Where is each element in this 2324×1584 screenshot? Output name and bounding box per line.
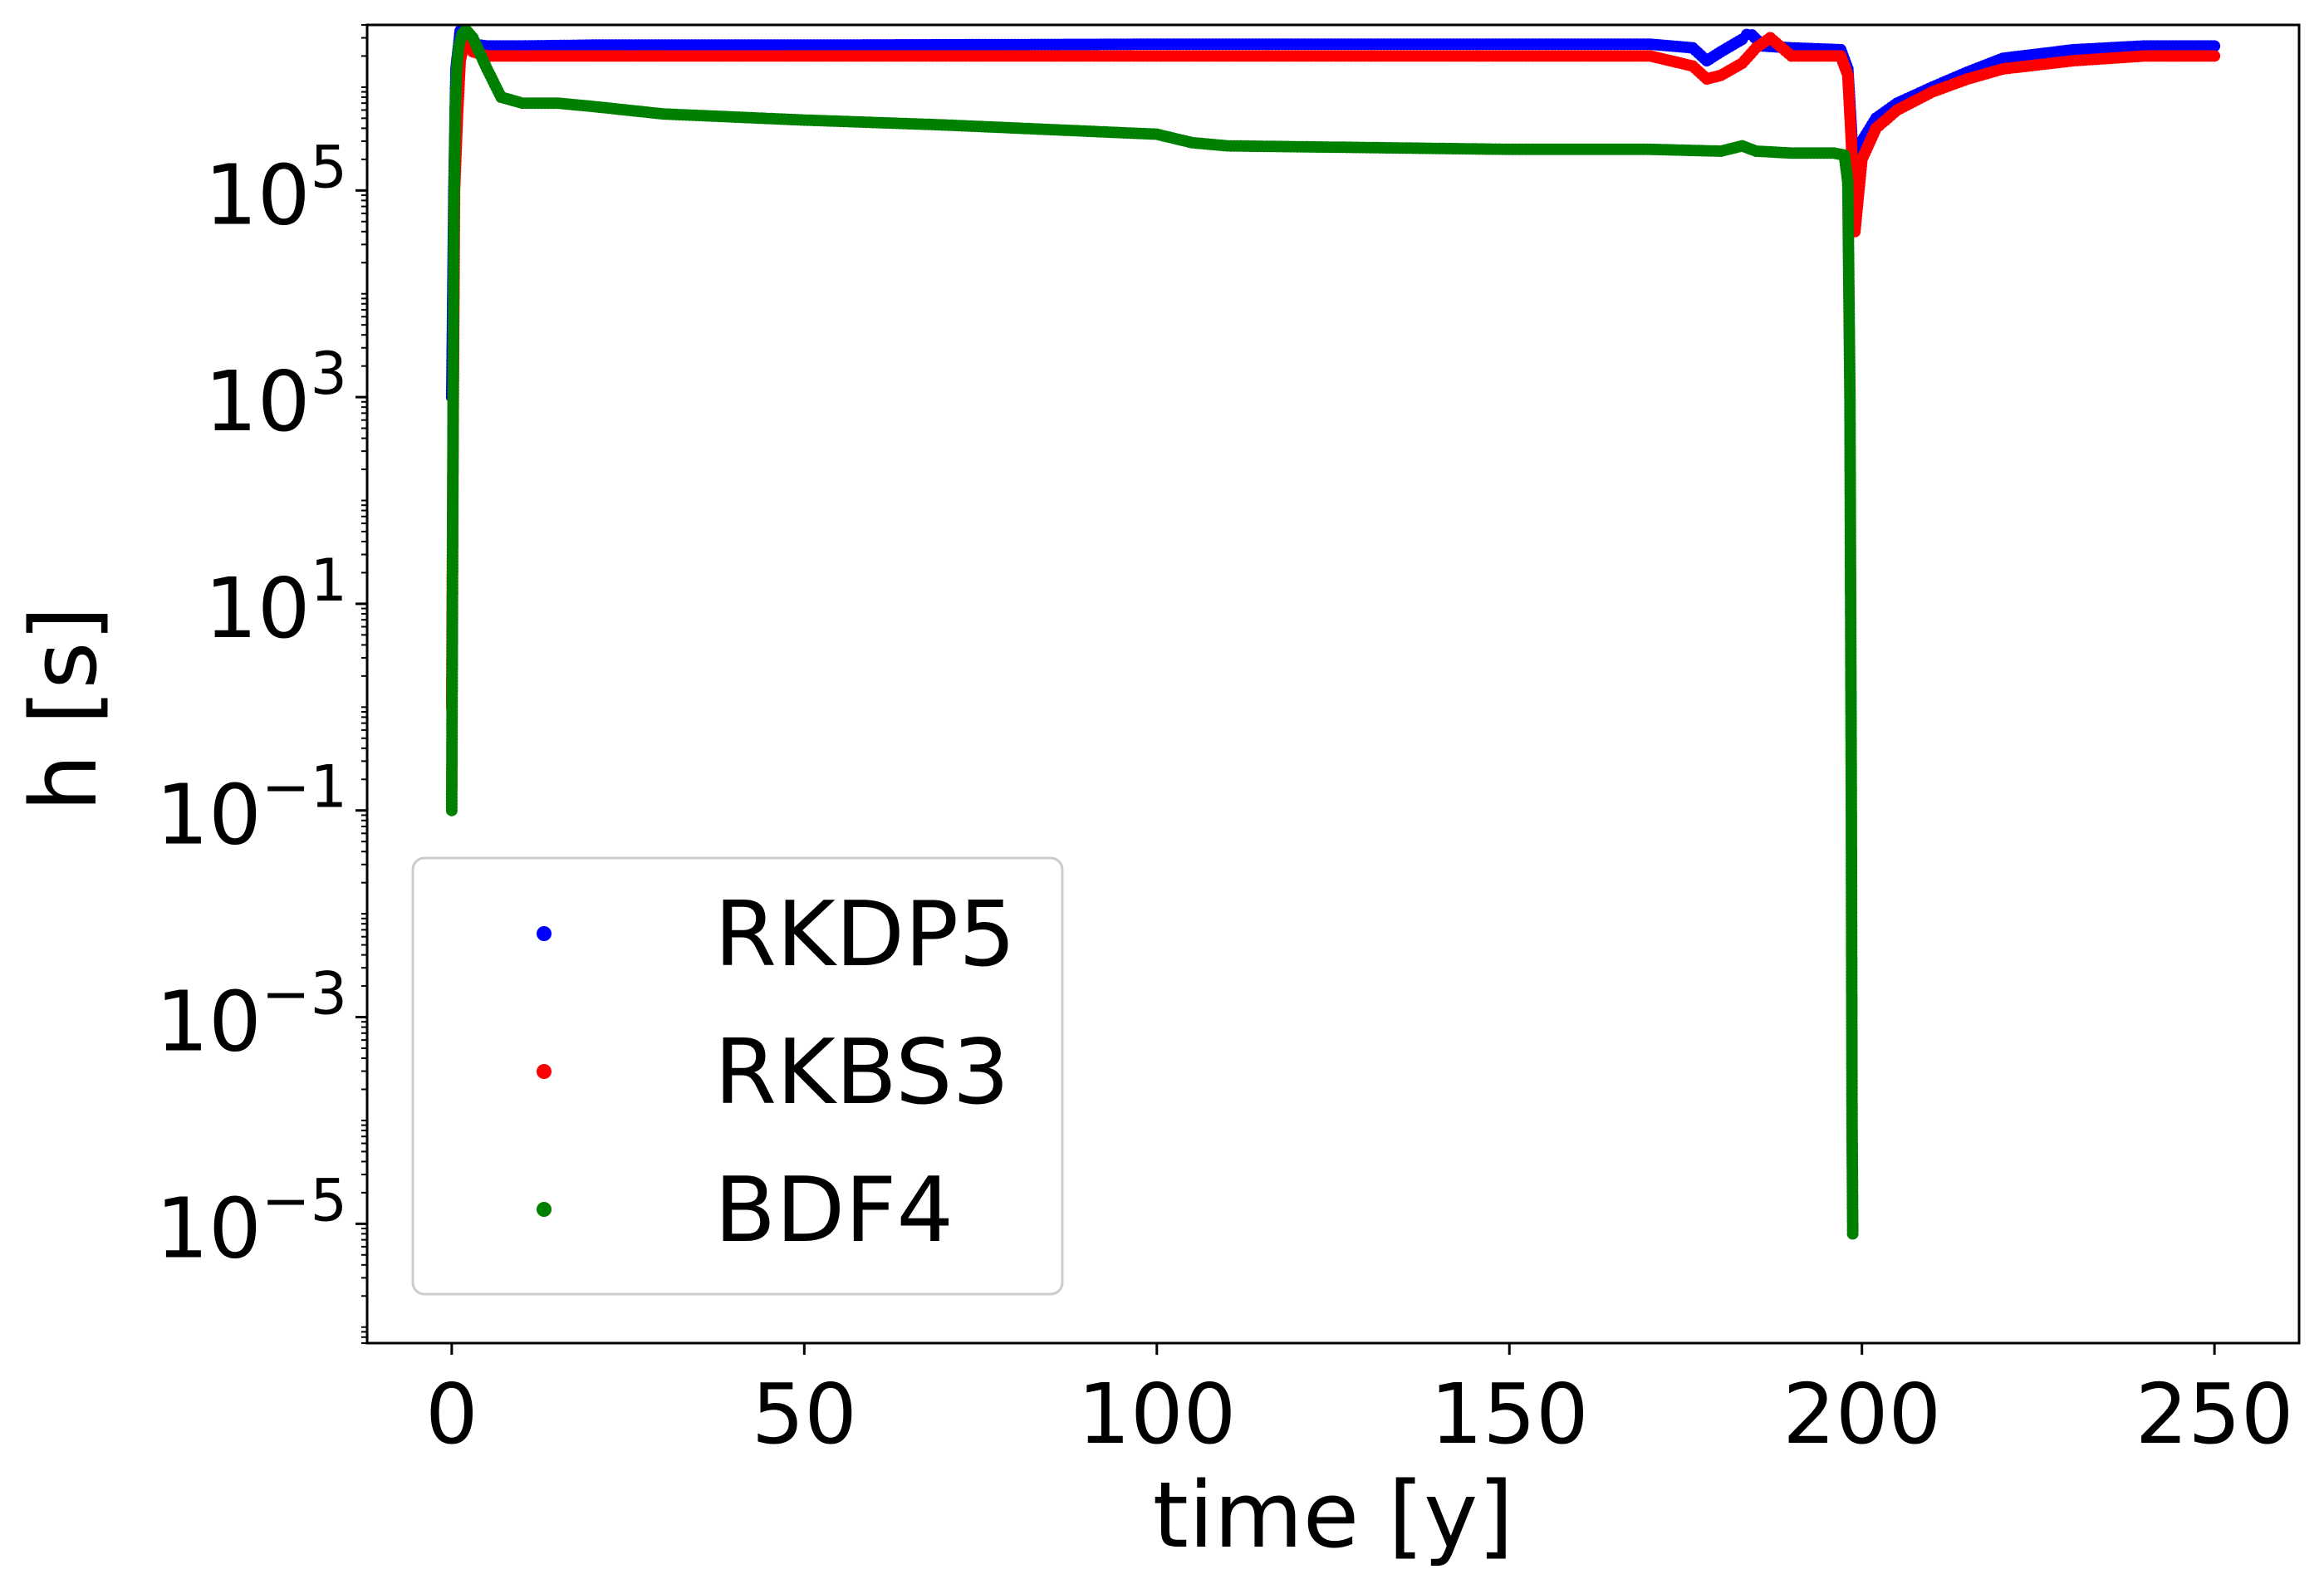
legend-marker-rkdp5 [537, 926, 552, 941]
legend: RKDP5 RKBS3 BDF4 [411, 856, 1064, 1296]
y-axis-label: h [s] [11, 606, 117, 812]
x-tick-label: 50 [752, 1366, 857, 1463]
legend-marker-rkbs3 [537, 1064, 552, 1079]
series-rkbs3 [445, 29, 2221, 714]
data-point [2209, 50, 2221, 62]
x-tick-label: 100 [1077, 1366, 1236, 1463]
x-tick-label: 250 [2135, 1366, 2294, 1463]
y-tick-label: 10−1 [156, 753, 347, 864]
x-axis: 0 50 100 150 200 250 [425, 1343, 2294, 1463]
legend-box [411, 856, 1064, 1296]
y-tick-label: 101 [204, 547, 347, 657]
legend-label-rkdp5: RKDP5 [714, 883, 1016, 987]
y-tick-label: 10−3 [156, 960, 347, 1071]
series-bdf4 [445, 23, 1859, 1240]
data-point [1846, 1228, 1859, 1240]
y-tick-label: 103 [204, 340, 347, 450]
legend-marker-bdf4 [537, 1202, 552, 1217]
y-tick-label: 105 [204, 133, 347, 243]
legend-label-rkbs3: RKBS3 [714, 1021, 1009, 1125]
y-tick-label: 10−5 [156, 1166, 347, 1277]
x-tick-label: 0 [425, 1366, 478, 1463]
x-tick-label: 200 [1782, 1366, 1941, 1463]
plot-frame [365, 23, 2301, 1345]
data-point [2209, 40, 2221, 52]
x-axis-label: time [y] [1153, 1462, 1513, 1568]
y-axis: 105 103 101 10−1 10−3 10−5 [156, 24, 367, 1344]
x-tick-label: 150 [1430, 1366, 1589, 1463]
plot-marks [445, 23, 2221, 1240]
legend-label-bdf4: BDF4 [714, 1159, 954, 1263]
